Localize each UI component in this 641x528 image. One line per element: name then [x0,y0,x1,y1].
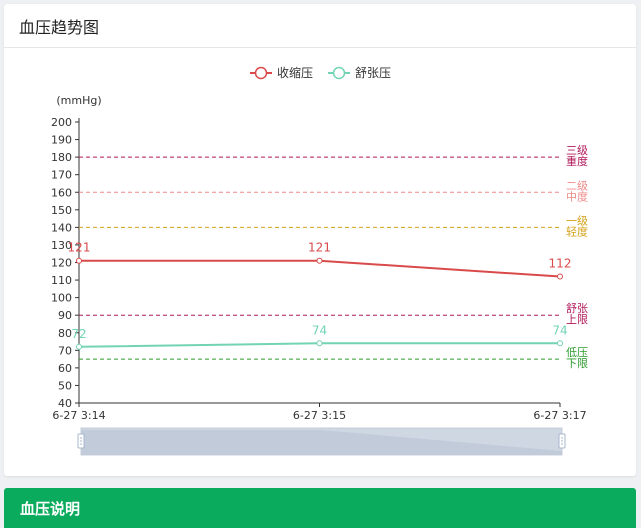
y-tick-label: 70 [58,344,72,357]
y-tick-label: 110 [51,274,72,287]
legend-marker [332,66,346,80]
x-tick-label: 6-27 3:14 [52,409,105,422]
legend-item: 舒张压 [328,66,391,80]
x-tick-label: 6-27 3:17 [533,409,586,422]
legend-label: 舒张压 [355,66,391,80]
data-label: 112 [549,257,572,271]
reference-line-label: 一级轻度 [566,214,588,238]
reference-line-label: 低压下限 [566,346,588,370]
y-tick-label: 130 [51,239,72,252]
bp-info-title: 血压说明 [20,499,81,518]
reference-line-label: 二级中度 [566,179,588,203]
data-label: 121 [308,241,331,255]
card-title: 血压趋势图 [19,17,100,37]
data-point [316,340,323,347]
y-tick-label: 60 [58,362,72,375]
y-tick-label: 190 [51,134,72,147]
data-point [316,257,323,264]
y-tick-label: 170 [51,169,72,182]
legend-label: 收缩压 [277,65,313,80]
y-tick-label: 50 [58,379,72,392]
y-tick-label: 90 [58,309,72,322]
legend-item: 收缩压 [250,65,313,80]
x-tick-label: 6-27 3:15 [293,409,346,422]
zoom-preview [81,430,562,455]
bp-trend-chart: 40 50 60 70 80 90 100 110 120 130 140 150 160 170 180 1… [51,65,588,456]
data-label: 121 [68,241,91,255]
reference-line-label: 舒张上限 [566,301,588,326]
trend-card: 血压趋势图 [4,4,636,476]
zoom-window [81,428,562,455]
y-tick-label: 40 [58,397,72,410]
y-tick-label: 140 [51,221,72,234]
y-tick-label: 160 [51,186,72,199]
data-point [76,343,82,350]
data-point [76,257,82,264]
bp-info-header[interactable]: 血压说明 [4,488,636,528]
data-zoom-slider[interactable] [77,427,566,456]
legend-marker [254,66,268,80]
data-label: 72 [71,327,86,341]
y-tick-label: 150 [51,204,72,217]
data-label: 74 [552,323,567,337]
card-header: 血压趋势图 [4,4,636,48]
data-point [557,340,563,347]
y-tick-label: 80 [58,327,72,340]
y-axis-label: (mmHg) [56,94,101,107]
data-label: 74 [312,323,327,337]
y-tick-label: 100 [51,292,72,305]
y-tick-label: 120 [51,257,72,270]
data-point [557,273,563,280]
y-tick-label: 180 [51,151,72,164]
reference-line-label: 三级重度 [566,144,588,168]
y-tick-label: 200 [51,116,72,129]
